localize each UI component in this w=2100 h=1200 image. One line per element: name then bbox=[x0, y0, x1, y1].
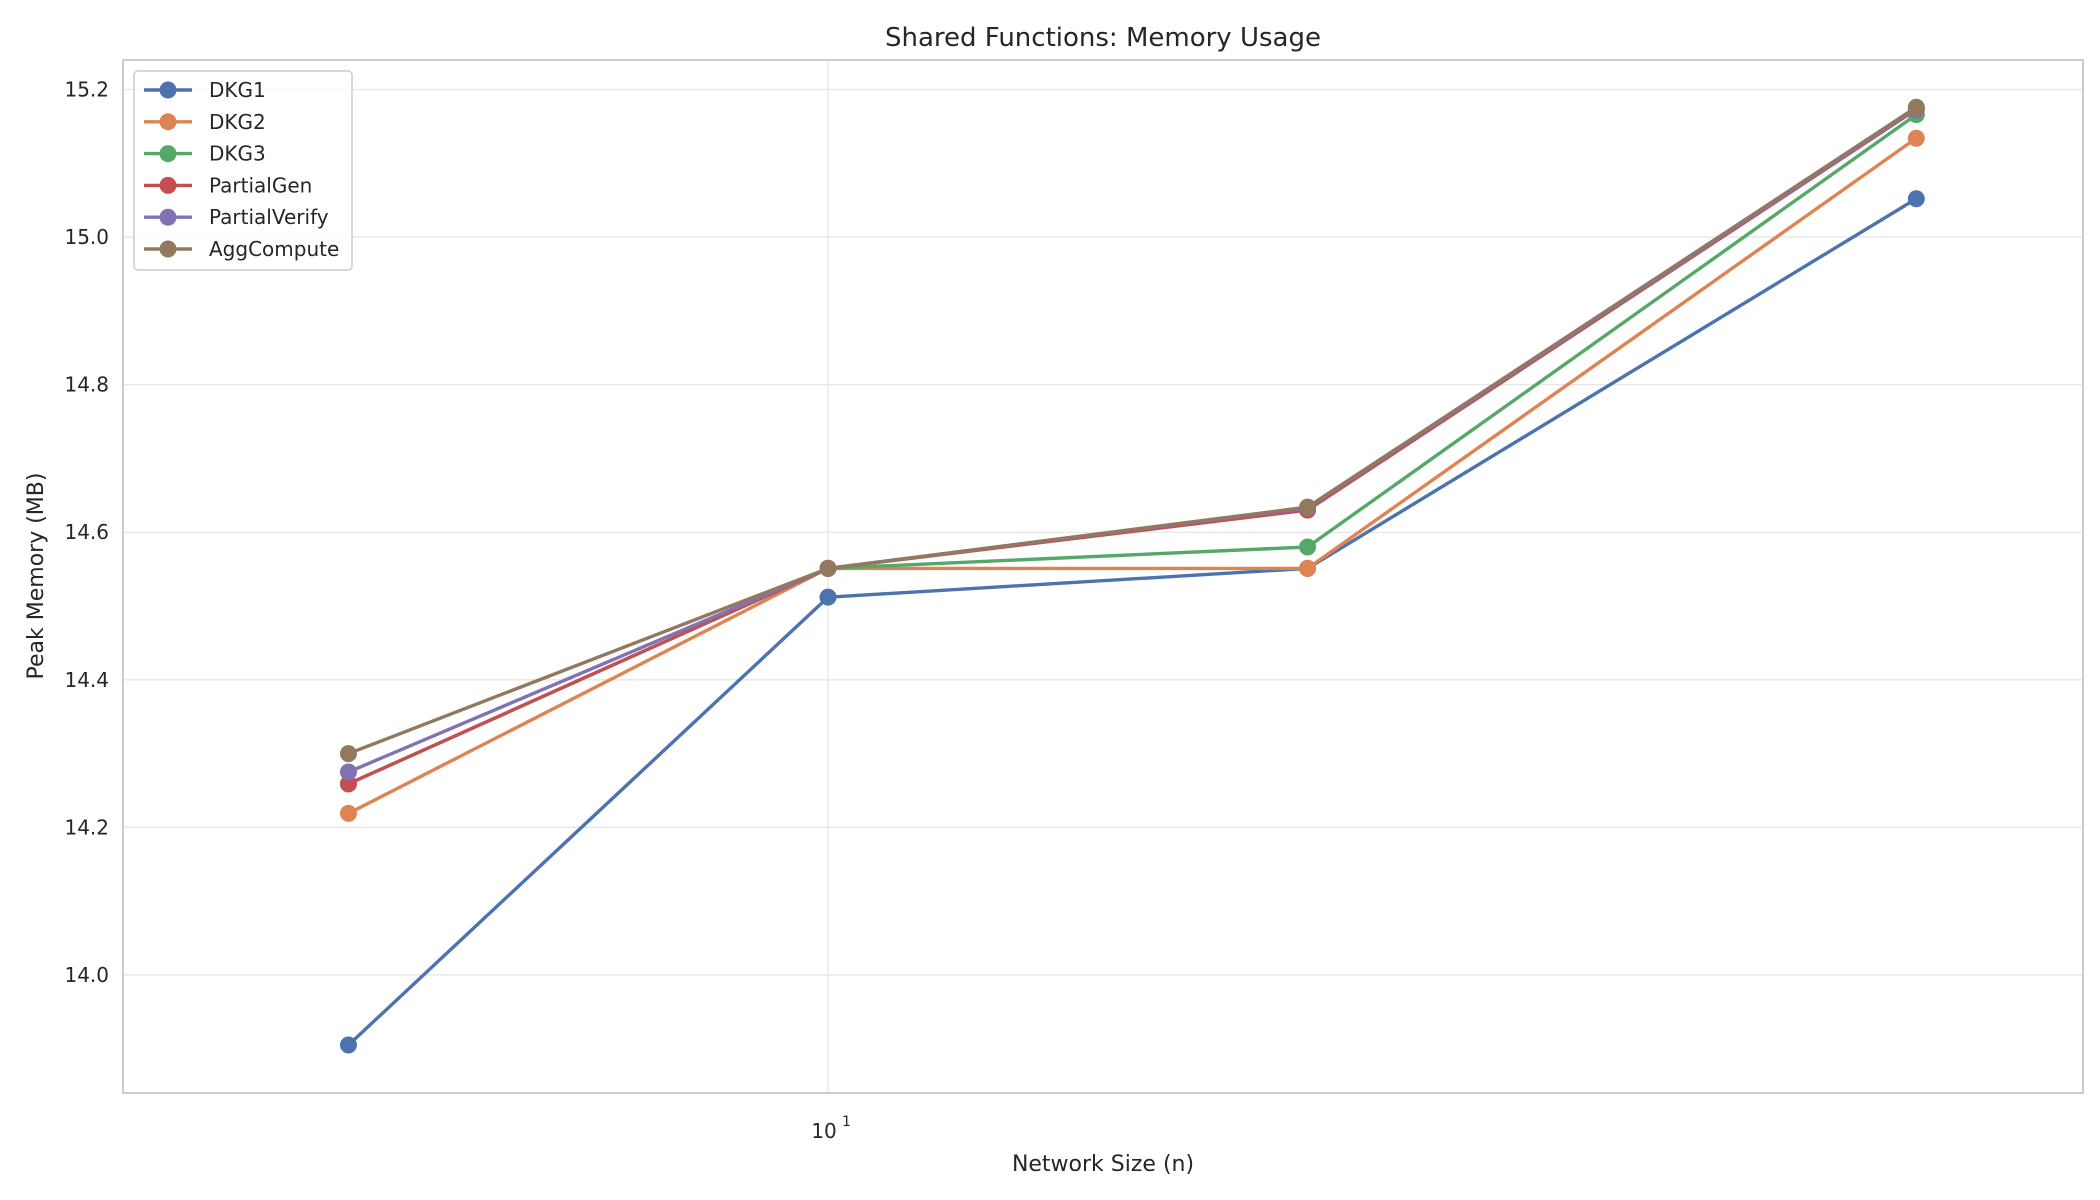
y-tick-label: 14.2 bbox=[64, 815, 109, 839]
legend-marker bbox=[159, 81, 177, 99]
data-point bbox=[339, 804, 357, 822]
chart-title: Shared Functions: Memory Usage bbox=[885, 23, 1321, 53]
data-point bbox=[339, 1036, 357, 1054]
legend-marker bbox=[159, 208, 177, 226]
data-point bbox=[1299, 538, 1317, 556]
legend-marker bbox=[159, 113, 177, 131]
x-tick-label: 10 bbox=[811, 1119, 836, 1143]
legend-label: DKG2 bbox=[209, 110, 266, 134]
data-point bbox=[1907, 190, 1925, 208]
axis-ticks: 14.0 14.2 14.4 14.6 14.8 15.0 15.2 10 1 bbox=[64, 78, 850, 1143]
series-line bbox=[347, 197, 1918, 1047]
x-tick-exponent: 1 bbox=[842, 1114, 851, 1130]
data-point bbox=[1299, 498, 1317, 516]
legend-marker bbox=[159, 240, 177, 258]
legend-entry-partialgen: PartialGen bbox=[144, 173, 312, 197]
legend-entry-partialverify: PartialVerify bbox=[144, 205, 329, 229]
legend: DKG1 DKG2 DKG3 PartialGen PartialVerify AggCo… bbox=[133, 70, 353, 271]
legend-entry-dkg2: DKG2 bbox=[144, 110, 266, 134]
legend-label: PartialGen bbox=[209, 173, 312, 197]
legend-entry-aggcompute: AggCompute bbox=[144, 237, 339, 261]
y-tick-label: 15.2 bbox=[64, 78, 109, 102]
legend-marker bbox=[159, 176, 177, 194]
y-axis-label: Peak Memory (MB) bbox=[24, 473, 49, 680]
data-point bbox=[339, 775, 357, 793]
legend-entry-dkg1: DKG1 bbox=[144, 78, 266, 102]
y-tick-label: 14.0 bbox=[64, 963, 109, 987]
series-line bbox=[347, 136, 1918, 815]
series-line bbox=[347, 105, 1918, 756]
data-point bbox=[819, 559, 837, 577]
series-lines bbox=[339, 98, 1925, 1054]
legend-label: AggCompute bbox=[209, 237, 339, 261]
data-point bbox=[339, 763, 357, 781]
legend-entry-dkg3: DKG3 bbox=[144, 142, 266, 166]
data-point bbox=[339, 745, 357, 763]
data-point bbox=[1907, 129, 1925, 147]
legend-label: DKG3 bbox=[209, 142, 266, 166]
series-aggcompute bbox=[339, 98, 1925, 763]
data-point bbox=[1907, 98, 1925, 116]
x-axis-label: Network Size (n) bbox=[1012, 1152, 1194, 1177]
legend-label: PartialVerify bbox=[209, 205, 329, 229]
data-point bbox=[819, 588, 837, 606]
legend-label: DKG1 bbox=[209, 78, 266, 102]
y-tick-label: 15.0 bbox=[64, 225, 109, 249]
y-tick-label: 14.8 bbox=[64, 373, 109, 397]
y-tick-label: 14.4 bbox=[64, 668, 109, 692]
legend-marker bbox=[159, 145, 177, 163]
y-tick-label: 14.6 bbox=[64, 520, 109, 544]
data-point bbox=[1299, 559, 1317, 577]
grid-lines bbox=[123, 60, 2083, 1093]
plot-frame bbox=[122, 59, 2084, 1094]
